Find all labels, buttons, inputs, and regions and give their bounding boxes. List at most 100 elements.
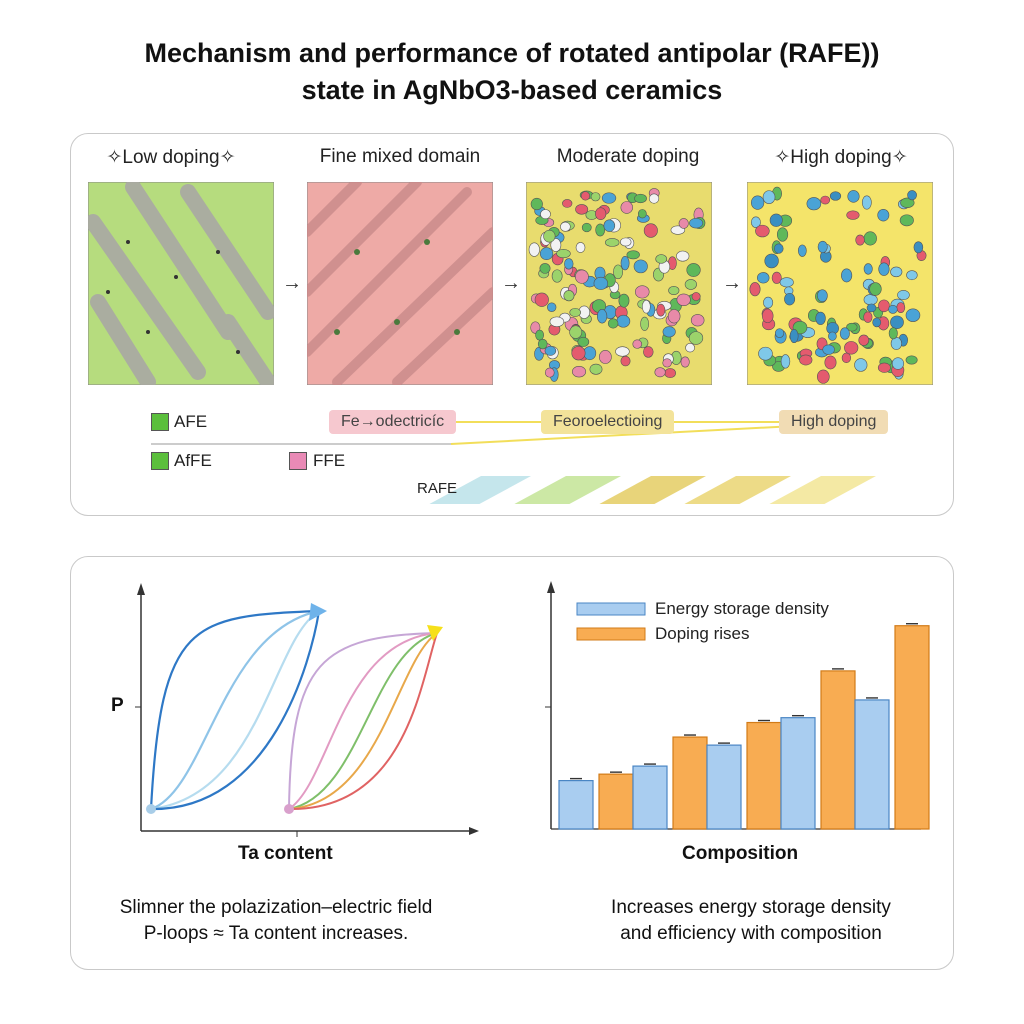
pe-y-axis-label: P [111, 695, 124, 716]
legend-swatch-ffe [289, 452, 307, 470]
nanoregion-dot [899, 214, 914, 227]
figure-title-line-1: Mechanism and performance of rotated ant… [144, 38, 880, 68]
nanoregion-dot [618, 293, 630, 308]
nanoregion-dot [530, 197, 543, 211]
rafe-label: RAFE [417, 480, 458, 497]
legend-swatch-doping-rises [576, 627, 646, 641]
nanoregion-dot [861, 195, 872, 210]
bar-doping-rises [746, 721, 782, 830]
nanoregion-dot [906, 270, 918, 281]
rafe-stripe-2 [514, 476, 621, 504]
pe-origin-marker [146, 804, 156, 814]
nanoregion-dot [560, 221, 571, 232]
nanoregion-dot [685, 343, 695, 353]
nanoregion-dot [580, 191, 591, 201]
nanoregion-dot [797, 244, 807, 257]
nanoregion-dot [749, 282, 761, 297]
nanoregion-dot [668, 285, 680, 296]
nanoregion-dot [641, 299, 651, 314]
nanoregion-dot [691, 292, 701, 301]
domain-tile-high-doping [747, 182, 933, 385]
nanoregion-dot [539, 263, 551, 274]
nanoregion-dot [863, 263, 873, 275]
nanoregion-dot [575, 242, 586, 253]
nanoregion-dot [863, 231, 877, 246]
nanoregion-dot [640, 316, 650, 331]
nanoregion-dot [806, 197, 822, 211]
nanoregion-dot [648, 193, 660, 204]
pe-loop-curve [288, 632, 438, 810]
pe-loop-curve [288, 632, 438, 810]
stage-arrow-1: → [282, 272, 302, 294]
legend-label-energy-density: Energy storage density [655, 599, 829, 618]
band-label-ferroelectric-2: Feoroelectioing [541, 410, 675, 434]
nanoregion-dot [799, 354, 813, 366]
pe-arrowhead-yellow [427, 625, 443, 641]
pe-origin-marker-2 [284, 804, 294, 814]
nanoregion-dot [913, 241, 924, 254]
nanoregion-dot [667, 309, 681, 324]
nanoregion-dot [634, 285, 650, 299]
nanoregion-dot [607, 318, 619, 329]
nanoregion-dot [755, 224, 770, 238]
nanoregion-dot [620, 256, 630, 271]
nanoregion-dot [817, 289, 828, 303]
bar-caption-line-2: and efficiency with composition [620, 923, 882, 944]
pe-loop-curve [288, 632, 438, 810]
nanoregion-dot [664, 368, 676, 379]
nanoregion-dot [847, 190, 860, 203]
nanoregion-dot [822, 344, 835, 355]
nanoregion-dot [589, 363, 603, 375]
pe-loop-chart [135, 583, 479, 837]
nanoregion-dot [896, 302, 906, 314]
nanoregion-dot [562, 199, 573, 208]
nanoregion-dot [544, 367, 555, 378]
domain-tile-low-doping [88, 182, 274, 385]
nanoregion-dot [828, 331, 837, 341]
nanoregion-dot [888, 327, 898, 340]
nanoregion-dot [678, 218, 689, 229]
domain-evolution-panel: ✧Low doping✧ Fine mixed domain Moderate … [70, 133, 954, 516]
nanoregion-dot [539, 247, 554, 261]
nanoregion-dot [779, 277, 794, 288]
nanoregion-dot [890, 266, 903, 278]
nanoregion-dot [878, 262, 890, 276]
nanoregion-dot [769, 213, 783, 227]
nanoregion-dot [750, 216, 761, 228]
rafe-stripe-3 [599, 476, 706, 504]
nanoregion-dot [775, 328, 785, 338]
pe-caption-line-2: P-loops ≈ Ta content increases. [143, 923, 409, 944]
nanoregion-dot [569, 307, 581, 317]
bar-doping-rises [672, 736, 708, 830]
nanoregion-dot [776, 227, 789, 242]
nanoregion-dot [564, 258, 574, 270]
nanoregion-dot [858, 334, 870, 346]
nanoregion-dot [846, 210, 860, 220]
domain-speckles [106, 240, 240, 354]
nanoregion-dot [620, 355, 631, 367]
pe-loop-curve [288, 632, 438, 811]
performance-panel: P Ta content Slimner the polazization–el… [70, 556, 954, 970]
figure-title-line-2: state in AgNbO3-based ceramics [301, 75, 723, 105]
nanoregion-dot [897, 290, 910, 301]
nanoregion-dot [549, 316, 565, 327]
stage-arrow-2: → [501, 272, 521, 294]
nanoregion-dot [773, 243, 784, 254]
nanoregion-dot [890, 315, 904, 329]
nanoregion-dot [550, 238, 562, 252]
nanoregion-dot [750, 195, 765, 210]
pe-loop-curve [150, 610, 320, 811]
nanoregion-dot [689, 217, 704, 229]
bar-doping-rises [598, 773, 634, 830]
nanoregion-dot [613, 264, 624, 280]
lamellar-domain-stripes [88, 182, 274, 385]
nanoregion-dot [888, 304, 898, 314]
bar-energy-density [558, 780, 594, 830]
legend-label-afe: AFE [174, 412, 208, 431]
nanoregion-dot [537, 338, 548, 350]
legend-label-doping-rises: Doping rises [655, 624, 750, 643]
nanoregion-dot [655, 254, 668, 264]
tile-background [307, 182, 493, 385]
bar-caption-line-1: Increases energy storage density [611, 897, 891, 918]
band-label-high-doping: High doping [779, 410, 889, 434]
